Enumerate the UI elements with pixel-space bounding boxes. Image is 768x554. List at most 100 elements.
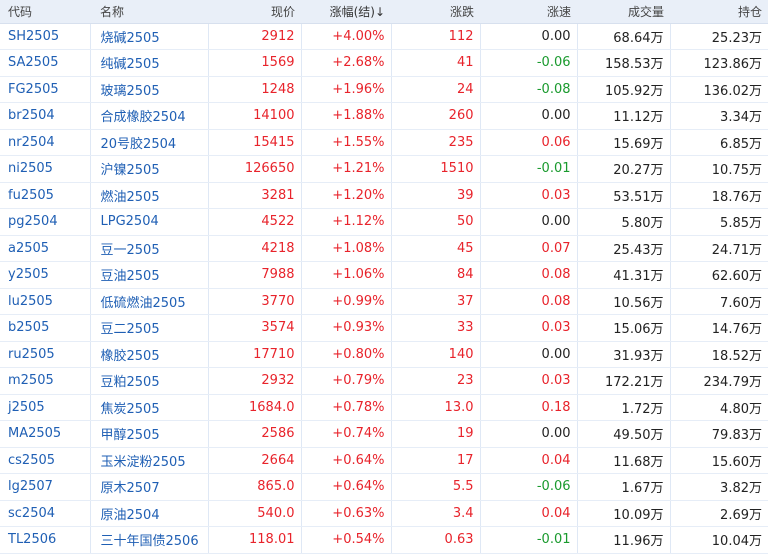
table-row[interactable]: FG2505 玻璃2505 1248 +1.96% 24 -0.08 105.92万 136.… — [0, 76, 768, 103]
table-row[interactable]: b2505 豆二2505 3574 +0.93% 33 0.03 15.06万 14.76万 — [0, 314, 768, 342]
cell-change-pct: +0.80% — [301, 341, 392, 368]
cell-code[interactable]: FG2505 — [0, 76, 91, 103]
cell-open-interest: 18.76万 — [670, 182, 768, 209]
table-row[interactable]: TL2506 三十年国债2506 118.01 +0.54% 0.63 -0.01 11.9… — [0, 526, 768, 554]
cell-change: 235 — [391, 129, 481, 156]
cell-name[interactable]: 焦炭2505 — [90, 394, 209, 421]
cell-name[interactable]: 烧碱2505 — [90, 23, 209, 50]
cell-code[interactable]: br2504 — [0, 102, 91, 130]
header-change[interactable]: 涨跌 — [391, 0, 480, 24]
table-row[interactable]: j2505 焦炭2505 1684.0 +0.78% 13.0 0.18 1.72万 4.80… — [0, 394, 768, 421]
cell-code[interactable]: SH2505 — [0, 23, 91, 50]
cell-code[interactable]: sc2504 — [0, 500, 91, 527]
cell-code[interactable]: TL2506 — [0, 526, 91, 554]
cell-volume: 15.06万 — [577, 314, 671, 342]
table-row[interactable]: a2505 豆一2505 4218 +1.08% 45 0.07 25.43万 24.71万 — [0, 235, 768, 262]
cell-price: 15415 — [208, 129, 302, 156]
table-row[interactable]: pg2504 LPG2504 4522 +1.12% 50 0.00 5.80万 5.85万 — [0, 208, 768, 236]
cell-code[interactable]: fu2505 — [0, 182, 91, 209]
cell-change-pct: +2.68% — [301, 49, 392, 77]
header-price[interactable]: 现价 — [208, 0, 301, 24]
cell-name[interactable]: 合成橡胶2504 — [90, 102, 209, 130]
cell-code[interactable]: a2505 — [0, 235, 91, 262]
cell-name[interactable]: 豆一2505 — [90, 235, 209, 262]
cell-price: 17710 — [208, 341, 302, 368]
table-row[interactable]: lg2507 原木2507 865.0 +0.64% 5.5 -0.06 1.67万 3.82… — [0, 473, 768, 501]
table-row[interactable]: MA2505 甲醇2505 2586 +0.74% 19 0.00 49.50万 79.83万 — [0, 420, 768, 448]
cell-change: 33 — [391, 314, 481, 342]
cell-code[interactable]: m2505 — [0, 367, 91, 395]
cell-speed: 0.03 — [480, 314, 578, 342]
cell-change-pct: +0.64% — [301, 447, 392, 474]
table-row[interactable]: SA2505 纯碱2505 1569 +2.68% 41 -0.06 158.53万 123.… — [0, 49, 768, 77]
cell-code[interactable]: j2505 — [0, 394, 91, 421]
header-name[interactable]: 名称 — [90, 0, 208, 24]
cell-speed: 0.00 — [480, 208, 578, 236]
cell-code[interactable]: lu2505 — [0, 288, 91, 315]
cell-name[interactable]: 纯碱2505 — [90, 49, 209, 77]
table-row[interactable]: m2505 豆粕2505 2932 +0.79% 23 0.03 172.21万 234.79… — [0, 367, 768, 395]
cell-name[interactable]: 甲醇2505 — [90, 420, 209, 448]
cell-name[interactable]: 燃油2505 — [90, 182, 209, 209]
cell-open-interest: 2.69万 — [670, 500, 768, 527]
cell-speed: -0.08 — [480, 76, 578, 103]
table-row[interactable]: SH2505 烧碱2505 2912 +4.00% 112 0.00 68.64万 25.23… — [0, 23, 768, 50]
header-volume[interactable]: 成交量 — [577, 0, 670, 24]
cell-change: 84 — [391, 261, 481, 289]
cell-open-interest: 3.34万 — [670, 102, 768, 130]
cell-name[interactable]: 玻璃2505 — [90, 76, 209, 103]
cell-name[interactable]: 三十年国债2506 — [90, 526, 209, 554]
cell-change: 45 — [391, 235, 481, 262]
cell-open-interest: 24.71万 — [670, 235, 768, 262]
cell-name[interactable]: LPG2504 — [90, 208, 209, 236]
cell-speed: 0.18 — [480, 394, 578, 421]
table-row[interactable]: br2504 合成橡胶2504 14100 +1.88% 260 0.00 11.12万 3.… — [0, 102, 768, 130]
cell-change: 39 — [391, 182, 481, 209]
cell-open-interest: 6.85万 — [670, 129, 768, 156]
cell-name[interactable]: 原木2507 — [90, 473, 209, 501]
table-row[interactable]: nr2504 20号胶2504 15415 +1.55% 235 0.06 15.69万 6.… — [0, 129, 768, 156]
cell-name[interactable]: 豆粕2505 — [90, 367, 209, 395]
table-row[interactable]: ni2505 沪镍2505 126650 +1.21% 1510 -0.01 20.27万 1… — [0, 155, 768, 183]
table-row[interactable]: sc2504 原油2504 540.0 +0.63% 3.4 0.04 10.09万 2.69… — [0, 500, 768, 527]
cell-code[interactable]: ni2505 — [0, 155, 91, 183]
cell-code[interactable]: ru2505 — [0, 341, 91, 368]
cell-code[interactable]: cs2505 — [0, 447, 91, 474]
table-row[interactable]: ru2505 橡胶2505 17710 +0.80% 140 0.00 31.93万 18.5… — [0, 341, 768, 368]
table-row[interactable]: cs2505 玉米淀粉2505 2664 +0.64% 17 0.04 11.68万 15.6… — [0, 447, 768, 474]
cell-speed: 0.07 — [480, 235, 578, 262]
cell-volume: 1.72万 — [577, 394, 671, 421]
cell-name[interactable]: 玉米淀粉2505 — [90, 447, 209, 474]
cell-volume: 68.64万 — [577, 23, 671, 50]
cell-speed: 0.00 — [480, 341, 578, 368]
header-speed[interactable]: 涨速 — [480, 0, 577, 24]
cell-name[interactable]: 低硫燃油2505 — [90, 288, 209, 315]
table-row[interactable]: lu2505 低硫燃油2505 3770 +0.99% 37 0.08 10.56万 7.60… — [0, 288, 768, 315]
cell-code[interactable]: nr2504 — [0, 129, 91, 156]
header-change-pct-sorted[interactable]: 涨幅(结)↓ — [301, 0, 391, 24]
cell-code[interactable]: b2505 — [0, 314, 91, 342]
cell-volume: 25.43万 — [577, 235, 671, 262]
cell-code[interactable]: y2505 — [0, 261, 91, 289]
table-body: SH2505 烧碱2505 2912 +4.00% 112 0.00 68.64万 25.23… — [0, 23, 768, 554]
cell-code[interactable]: MA2505 — [0, 420, 91, 448]
cell-name[interactable]: 橡胶2505 — [90, 341, 209, 368]
cell-name[interactable]: 原油2504 — [90, 500, 209, 527]
table-row[interactable]: fu2505 燃油2505 3281 +1.20% 39 0.03 53.51万 18.76万 — [0, 182, 768, 209]
cell-code[interactable]: pg2504 — [0, 208, 91, 236]
cell-code[interactable]: SA2505 — [0, 49, 91, 77]
header-code[interactable]: 代码 — [0, 0, 90, 24]
cell-volume: 31.93万 — [577, 341, 671, 368]
cell-price: 1684.0 — [208, 394, 302, 421]
header-open-interest[interactable]: 持仓 — [670, 0, 768, 24]
cell-name[interactable]: 豆油2505 — [90, 261, 209, 289]
cell-volume: 11.68万 — [577, 447, 671, 474]
cell-code[interactable]: lg2507 — [0, 473, 91, 501]
table-row[interactable]: y2505 豆油2505 7988 +1.06% 84 0.08 41.31万 62.60万 — [0, 261, 768, 289]
cell-volume: 49.50万 — [577, 420, 671, 448]
cell-change-pct: +1.21% — [301, 155, 392, 183]
cell-name[interactable]: 豆二2505 — [90, 314, 209, 342]
cell-name[interactable]: 20号胶2504 — [90, 129, 209, 156]
cell-name[interactable]: 沪镍2505 — [90, 155, 209, 183]
